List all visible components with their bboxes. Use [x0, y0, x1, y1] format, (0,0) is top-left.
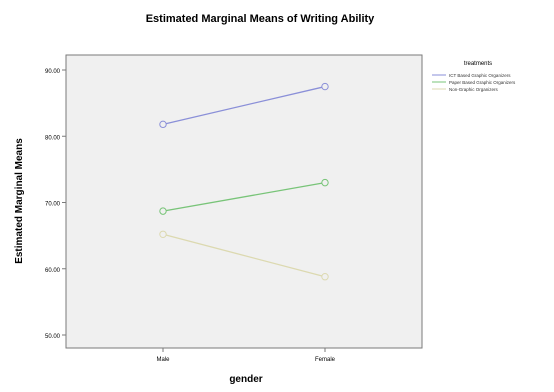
y-tick-label: 60.00 [45, 268, 61, 274]
series-point [159, 230, 167, 239]
x-tick-label: Male [156, 357, 170, 363]
y-axis: 50.00 60.00 70.00 80.00 90.00 [45, 69, 66, 340]
y-tick-label: 50.00 [45, 334, 61, 340]
series-point [321, 82, 329, 91]
series-point [321, 178, 329, 187]
series-point [321, 273, 329, 281]
y-tick-label: 90.00 [45, 69, 61, 75]
y-tick-label: 80.00 [45, 135, 61, 141]
legend: treatments ICT Based Graphic Organizers P… [432, 61, 516, 92]
legend-label: ICT Based Graphic Organizers [449, 73, 511, 78]
series-point [159, 120, 167, 129]
legend-items: ICT Based Graphic Organizers Paper Based … [432, 73, 516, 92]
plot-area [65, 54, 423, 349]
y-tick-label: 70.00 [45, 202, 61, 208]
legend-label: Paper Based Graphic Organizers [449, 80, 516, 85]
x-axis: Male Female [156, 348, 336, 363]
series-line-2 [162, 181, 326, 212]
x-tick-label: Female [315, 357, 336, 363]
legend-label: Non-Graphic Organizers [449, 87, 499, 92]
x-axis-label: gender [229, 374, 262, 385]
series-point [159, 207, 167, 215]
chart-title: Estimated Marginal Means of Writing Abil… [146, 13, 375, 25]
series-line-3 [162, 233, 326, 278]
legend-title: treatments [464, 61, 492, 67]
y-axis-label: Estimated Marginal Means [14, 138, 25, 264]
series-layer [159, 82, 329, 281]
series-line-1 [162, 85, 326, 125]
